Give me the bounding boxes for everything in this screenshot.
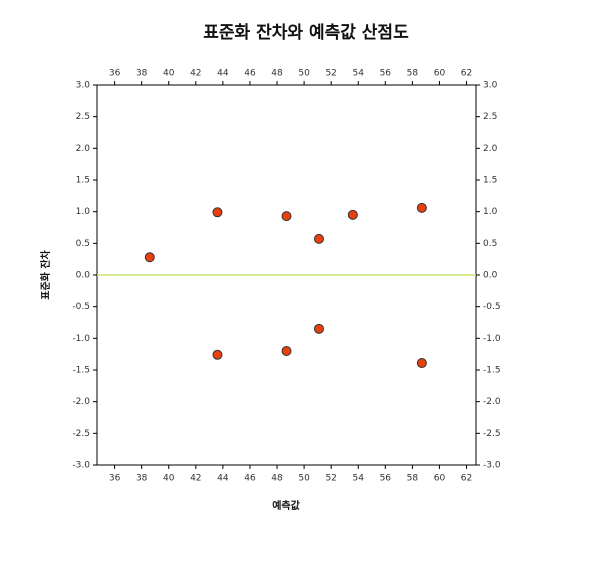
y-tick-label: -1.0 (72, 334, 90, 344)
point (416, 202, 427, 213)
x-tick-label: 44 (217, 474, 229, 484)
x-tick-label: 52 (325, 474, 336, 484)
x-tick-label-top: 50 (298, 69, 310, 79)
y-tick-label-right: 2.0 (483, 144, 498, 154)
x-tick-label-top: 38 (136, 69, 148, 79)
x-tick-label-top: 62 (461, 69, 472, 79)
point (313, 323, 324, 334)
y-tick-label-right: -2.0 (483, 397, 501, 407)
x-tick-label-top: 46 (244, 69, 256, 79)
x-tick-label-top: 60 (434, 69, 446, 79)
x-tick-label-top: 36 (109, 69, 121, 79)
y-tick-label: 3.0 (76, 81, 91, 91)
y-tick-label: -0.5 (72, 302, 90, 312)
x-tick-label: 46 (244, 474, 256, 484)
y-tick-label: 2.0 (76, 144, 91, 154)
x-tick-label-top: 54 (353, 69, 365, 79)
x-tick-label-top: 58 (407, 69, 419, 79)
y-tick-label-right: 1.0 (483, 207, 498, 217)
x-axis-label: 예측값 (272, 499, 300, 512)
y-tick-label: 2.5 (76, 112, 90, 122)
y-tick-label: 1.5 (76, 176, 90, 186)
chart-title: 표준화 잔차와 예측값 산점도 (203, 23, 409, 43)
y-tick-label-right: 3.0 (483, 81, 498, 91)
point (212, 349, 223, 360)
x-tick-label-top: 48 (271, 69, 283, 79)
x-tick-label: 58 (407, 474, 419, 484)
point (347, 209, 358, 220)
y-axis-label: 표준화 잔차 (39, 249, 52, 299)
y-tick-label-right: 0.0 (483, 271, 498, 281)
point (416, 358, 427, 369)
x-tick-label: 42 (190, 474, 201, 484)
y-tick-label-right: -3.0 (483, 461, 501, 471)
y-tick-label-right: 1.5 (483, 176, 497, 186)
y-tick-label: 0.0 (76, 271, 91, 281)
x-tick-label-top: 52 (325, 69, 336, 79)
point (281, 211, 292, 222)
y-tick-label: -3.0 (72, 461, 90, 471)
y-tick-label: -1.5 (72, 366, 90, 376)
y-tick-label: -2.0 (72, 397, 90, 407)
x-tick-label: 38 (136, 474, 148, 484)
x-tick-label-top: 40 (163, 69, 175, 79)
x-tick-label: 54 (353, 474, 365, 484)
x-tick-label: 56 (380, 474, 392, 484)
point (313, 233, 324, 244)
y-tick-label: 1.0 (76, 207, 91, 217)
x-tick-label: 60 (434, 474, 446, 484)
y-tick-label-right: 2.5 (483, 112, 497, 122)
x-tick-label-top: 44 (217, 69, 229, 79)
point (281, 346, 292, 356)
y-tick-label-right: -1.0 (483, 334, 501, 344)
y-tick-label: 0.5 (76, 239, 90, 249)
y-tick-label-right: -0.5 (483, 302, 501, 312)
x-tick-label: 40 (163, 474, 175, 484)
x-tick-label-top: 42 (190, 69, 201, 79)
y-tick-label: -2.5 (72, 429, 90, 439)
y-tick-label-right: -1.5 (483, 366, 501, 376)
point (144, 252, 155, 263)
x-tick-label: 62 (461, 474, 472, 484)
x-tick-label: 48 (271, 474, 283, 484)
y-tick-label-right: -2.5 (483, 429, 501, 439)
x-tick-label: 50 (298, 474, 310, 484)
point (212, 207, 223, 218)
x-tick-label-top: 56 (380, 69, 392, 79)
x-tick-label: 36 (109, 474, 121, 484)
y-tick-label-right: 0.5 (483, 239, 497, 249)
